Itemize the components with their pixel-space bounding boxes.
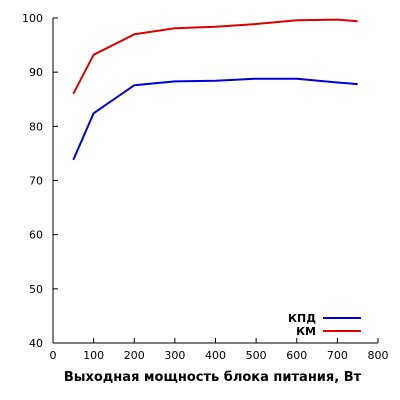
y-tick-label: 80: [29, 120, 43, 133]
y-tick-label: 50: [29, 283, 43, 296]
y-tick-label: 90: [29, 66, 43, 79]
series-layer: [72, 18, 358, 161]
y-tick-label: 70: [29, 175, 43, 188]
x-tick-label: 500: [246, 349, 267, 362]
series-line-2: [72, 18, 358, 95]
x-tick-label: 600: [286, 349, 307, 362]
x-tick-label: 100: [83, 349, 104, 362]
y-tick-label: 100: [22, 12, 43, 25]
series-line-1: [72, 77, 358, 161]
y-tick-label: 40: [29, 337, 43, 350]
x-tick-label: 800: [368, 349, 389, 362]
legend-label: КМ: [296, 325, 316, 338]
y-tick-label: 60: [29, 229, 43, 242]
x-axis-title: Выходная мощность блока питания, Вт: [64, 370, 362, 385]
x-tick-label: 300: [164, 349, 185, 362]
x-tick-label: 200: [124, 349, 145, 362]
y-axis: 40 50 60 70 80 90 100: [22, 12, 58, 350]
x-tick-label: 0: [50, 349, 57, 362]
x-tick-label: 400: [205, 349, 226, 362]
x-tick-label: 700: [327, 349, 348, 362]
x-axis: 0 100 200 300 400 500 600 700 800: [50, 338, 389, 362]
legend-label: КПД: [288, 312, 316, 325]
